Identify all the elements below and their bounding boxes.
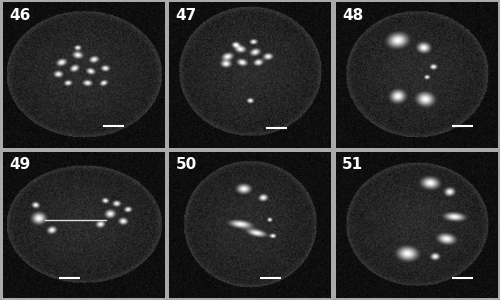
Text: 51: 51 [342, 158, 363, 172]
Text: 50: 50 [176, 158, 197, 172]
Text: 49: 49 [10, 158, 30, 172]
Text: 46: 46 [10, 8, 31, 23]
Text: 47: 47 [176, 8, 197, 23]
Text: 48: 48 [342, 8, 363, 23]
